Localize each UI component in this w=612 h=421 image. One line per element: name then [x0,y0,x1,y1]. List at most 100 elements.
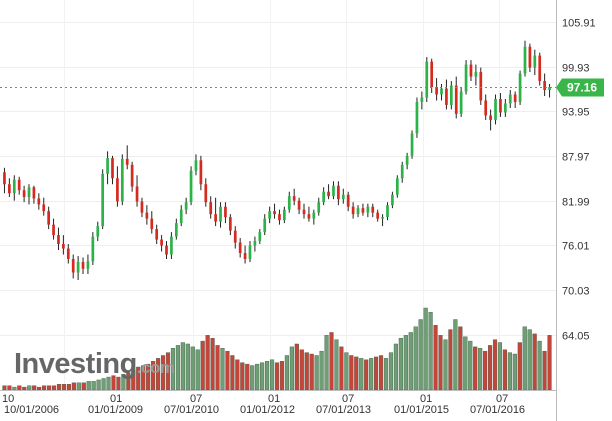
volume-bar [76,382,81,391]
candle-body [120,158,124,202]
candle-body [278,214,281,221]
candle-body [66,248,70,260]
price-tick-label: 70.03 [562,286,590,298]
candle-body [425,61,429,98]
volume-bar [507,352,512,391]
gridlines [0,0,556,390]
candle-body [71,259,75,273]
candle-body [430,61,434,88]
candle-body [101,173,105,227]
candle-body [337,185,340,200]
volume-bar [255,363,260,391]
volume-bar [190,346,195,391]
candle-body [410,133,414,156]
candle-body [248,245,252,260]
candle-body [37,198,41,205]
volume-bar [463,336,468,391]
candle-body [317,202,321,213]
volume-bar [324,335,329,391]
candle-body [150,218,154,230]
price-tick-label: 105.91 [562,18,596,30]
candle-body [268,211,271,219]
volume-bar [284,355,289,391]
volume-bar [279,361,285,391]
candle-body [22,190,26,197]
volume-bar [319,350,324,391]
candle-body [184,202,188,210]
candle-body [27,187,31,197]
volume-bar [423,307,428,391]
volume-bar [180,342,185,391]
candle-body [179,209,183,224]
volume-bar [433,325,438,391]
investing-logo: Investing.com [14,348,175,381]
candle-body [508,94,512,104]
candle-body [292,196,296,201]
candle-body [297,200,301,210]
candle-body [243,253,247,260]
volume-bar [532,333,537,391]
volume-bar [388,352,394,391]
volume-bar [502,349,508,391]
candle-body [376,212,380,219]
time-tick-label: 01 [110,393,122,405]
candle-body [346,194,350,207]
volume-bar [71,382,76,391]
candle-body [32,187,36,199]
candle-body [263,218,267,233]
volume-bar [483,350,488,391]
candle-body [199,160,203,185]
candle-body [440,88,443,95]
candle-body [302,209,306,215]
candle-body [219,206,222,222]
time-axis: 1010/01/20060101/01/20090707/01/20100101… [0,390,556,416]
candle-body [57,235,60,245]
candle-body [209,202,213,215]
volume-bar [398,338,403,391]
price-tick-label: 99.93 [562,63,590,75]
volume-bar [458,326,463,391]
time-tick-label: 01/01/2009 [88,404,143,416]
candle-body [8,184,11,194]
candle-body [253,241,257,246]
current-price-label: 97.16 [567,81,597,95]
volume-bar [304,352,309,391]
candle-body [341,194,345,200]
volume-bar [537,340,542,391]
volume-bar [383,358,389,391]
volume-bar [265,361,270,391]
volume-bar [364,359,369,391]
candle-body [145,212,149,219]
candle-body [47,211,51,225]
candle-body [381,217,384,219]
volume-bar [195,349,200,391]
volume-bar [91,381,96,391]
volume-bar [289,346,294,391]
candle-body [479,72,483,101]
volume-bar [359,358,364,391]
candle-body [238,242,242,254]
candle-body [459,91,463,114]
volume-bar [22,386,27,391]
volume-bar [522,326,527,391]
volume-bar [492,339,498,391]
time-tick-label: 01 [420,393,432,405]
volume-bar [185,343,190,391]
volume-bar [250,365,255,391]
volume-bar [46,385,52,391]
candle-body [464,64,468,92]
candle-body [371,206,375,213]
candle-body [62,244,65,249]
time-tick-label: 07/01/2016 [470,404,525,416]
candle-body [312,212,316,219]
volume-bar [369,358,374,391]
time-tick-label: 01 [268,393,280,405]
candle-body [533,55,537,68]
time-tick-label: 07/01/2013 [316,404,371,416]
volume-bar [354,356,359,391]
volume-bar [339,346,344,391]
volume-bar [443,339,448,391]
candle-body [165,245,168,255]
current-price-marker-shape [556,78,604,97]
